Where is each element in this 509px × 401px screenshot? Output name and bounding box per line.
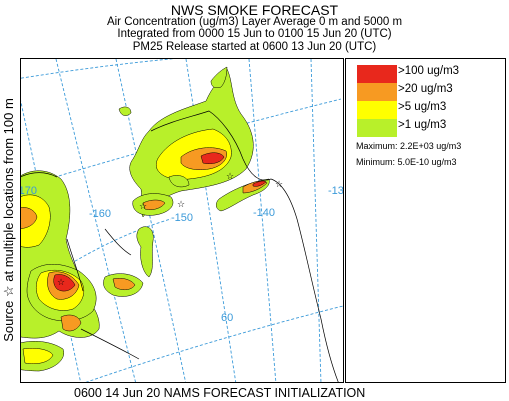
forecast-initialization: 0600 14 Jun 20 NAMS FORECAST INITIALIZAT… <box>74 386 366 400</box>
legend-label-20: >20 ug/m3 <box>398 83 453 95</box>
legend-swatch-20 <box>357 83 397 101</box>
forecast-title: NWS SMOKE FORECAST <box>170 2 339 18</box>
source-marker: ☆ <box>226 172 234 182</box>
source-marker: ☆ <box>275 180 283 190</box>
legend-minimum: Minimum: 5.0E-10 ug/m3 <box>356 157 457 167</box>
source-marker: ☆ <box>177 200 185 210</box>
legend: >100 ug/m3 >20 ug/m3 >5 ug/m3 >1 ug/m3 M… <box>345 58 506 383</box>
lon-label-140: -140 <box>253 207 275 219</box>
lat-label-60: 60 <box>221 312 233 324</box>
source-markers: ☆ ☆ ☆ ☆ ☆ <box>57 172 283 288</box>
source-marker: ☆ <box>57 278 65 288</box>
lon-label-150: -150 <box>171 212 193 224</box>
legend-label-100: >100 ug/m3 <box>398 65 460 77</box>
legend-swatch-1 <box>357 119 397 137</box>
legend-maximum: Maximum: 2.2E+03 ug/m3 <box>356 141 462 151</box>
plume-southwest-100ug <box>53 274 76 292</box>
plume-southeast-100ug <box>252 180 267 187</box>
map-canvas: ☆ ☆ ☆ ☆ ☆ -170 -160 -150 -140 -130 60 <box>21 59 344 382</box>
plume-alaska <box>118 66 254 218</box>
lon-label-160: -160 <box>89 208 111 220</box>
lon-label-170: -170 <box>21 185 37 197</box>
plume-southwest <box>26 226 154 332</box>
plume-southeast <box>132 178 270 216</box>
lon-label-130: -130 <box>328 185 344 197</box>
source-location-label: Source ☆ at multiple locations from 100 … <box>1 98 16 342</box>
smoke-map: ☆ ☆ ☆ ☆ ☆ -170 -160 -150 -140 -130 60 <box>20 58 344 383</box>
concentration-subtitle: Air Concentration (ug/m3) Layer Average … <box>106 16 403 28</box>
legend-label-5: >5 ug/m3 <box>398 101 447 113</box>
source-marker: ☆ <box>139 202 147 212</box>
coastlines <box>21 110 339 382</box>
legend-swatch-100 <box>357 65 397 83</box>
legend-swatch-5 <box>357 101 397 119</box>
legend-label-1: >1 ug/m3 <box>398 119 447 131</box>
plume-alaska-100ug <box>200 152 225 164</box>
integration-period: Integrated from 0000 15 Jun to 0100 15 J… <box>117 28 392 40</box>
release-info: PM25 Release started at 0600 13 Jun 20 (… <box>132 41 377 53</box>
